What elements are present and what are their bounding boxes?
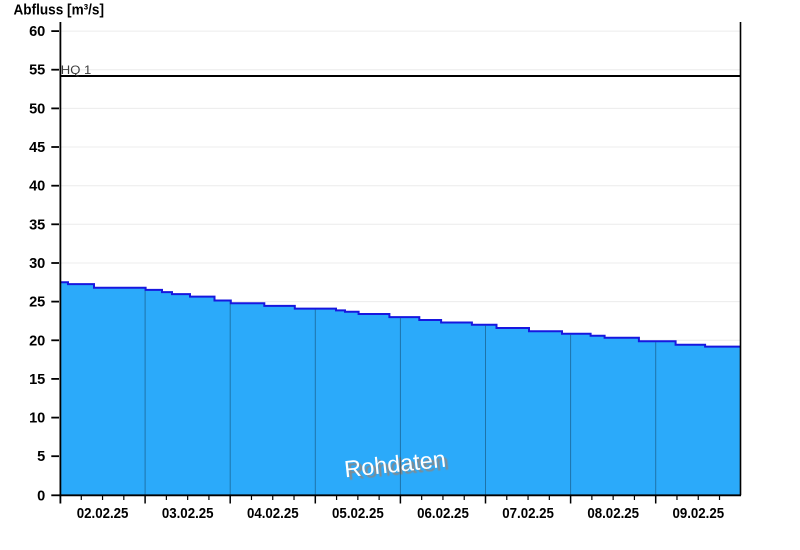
svg-text:40: 40 bbox=[29, 179, 45, 195]
svg-text:03.02.25: 03.02.25 bbox=[162, 506, 214, 522]
svg-text:50: 50 bbox=[29, 101, 45, 117]
svg-text:15: 15 bbox=[29, 372, 45, 388]
svg-text:05.02.25: 05.02.25 bbox=[332, 506, 384, 522]
svg-text:Abfluss [m³/s]: Abfluss [m³/s] bbox=[14, 2, 105, 19]
svg-text:55: 55 bbox=[29, 63, 45, 79]
svg-text:20: 20 bbox=[29, 333, 45, 349]
svg-text:10: 10 bbox=[29, 411, 45, 427]
svg-text:45: 45 bbox=[29, 140, 45, 156]
svg-text:35: 35 bbox=[29, 217, 45, 233]
svg-text:02.02.25: 02.02.25 bbox=[77, 506, 129, 522]
svg-text:30: 30 bbox=[29, 256, 45, 272]
svg-text:60: 60 bbox=[29, 24, 45, 40]
svg-text:0: 0 bbox=[37, 488, 45, 504]
svg-text:HQ 1: HQ 1 bbox=[61, 63, 92, 77]
svg-text:25: 25 bbox=[29, 295, 45, 311]
svg-text:07.02.25: 07.02.25 bbox=[502, 506, 554, 522]
svg-text:5: 5 bbox=[37, 449, 45, 465]
svg-text:08.02.25: 08.02.25 bbox=[587, 506, 639, 522]
svg-text:09.02.25: 09.02.25 bbox=[672, 506, 724, 522]
svg-text:06.02.25: 06.02.25 bbox=[417, 506, 469, 522]
svg-text:04.02.25: 04.02.25 bbox=[247, 506, 299, 522]
